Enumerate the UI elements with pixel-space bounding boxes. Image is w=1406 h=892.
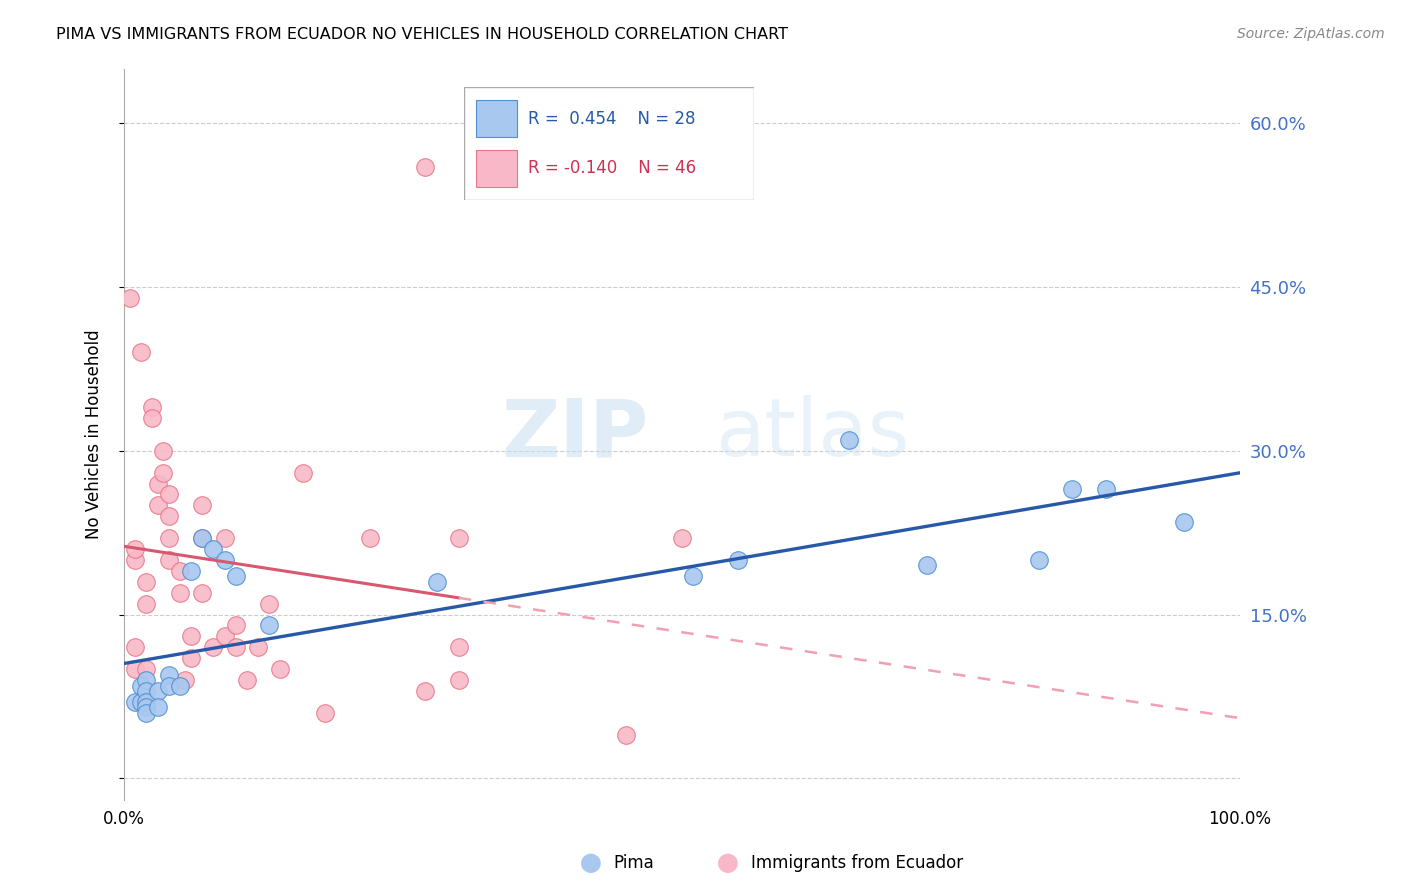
Point bbox=[124, 662, 146, 676]
Point bbox=[141, 400, 163, 414]
Point bbox=[727, 553, 749, 567]
Point bbox=[236, 673, 259, 687]
Point bbox=[146, 700, 169, 714]
Point bbox=[135, 574, 157, 589]
Point bbox=[614, 728, 637, 742]
Point bbox=[152, 443, 174, 458]
Point bbox=[180, 629, 202, 643]
Text: ⬤: ⬤ bbox=[717, 854, 740, 873]
Point bbox=[671, 531, 693, 545]
Point bbox=[152, 466, 174, 480]
Point bbox=[129, 695, 152, 709]
Point bbox=[838, 433, 860, 447]
Point bbox=[129, 345, 152, 359]
Point bbox=[135, 597, 157, 611]
Point bbox=[425, 574, 447, 589]
Point bbox=[214, 531, 236, 545]
Point bbox=[191, 585, 214, 599]
Point bbox=[257, 597, 280, 611]
Point bbox=[157, 679, 180, 693]
Point bbox=[415, 684, 437, 698]
Point bbox=[1028, 553, 1050, 567]
Text: Pima: Pima bbox=[613, 855, 654, 872]
Point bbox=[141, 411, 163, 425]
Point bbox=[447, 531, 470, 545]
Text: atlas: atlas bbox=[716, 395, 910, 474]
Point bbox=[191, 531, 214, 545]
Point bbox=[257, 618, 280, 632]
Point bbox=[135, 706, 157, 720]
Point bbox=[157, 531, 180, 545]
Point bbox=[917, 558, 939, 573]
Point bbox=[682, 569, 704, 583]
Text: PIMA VS IMMIGRANTS FROM ECUADOR NO VEHICLES IN HOUSEHOLD CORRELATION CHART: PIMA VS IMMIGRANTS FROM ECUADOR NO VEHIC… bbox=[56, 27, 789, 42]
Point bbox=[129, 679, 152, 693]
Point bbox=[169, 679, 191, 693]
Point bbox=[269, 662, 291, 676]
Point bbox=[225, 640, 247, 655]
Point bbox=[135, 673, 157, 687]
Point bbox=[1173, 515, 1195, 529]
Point bbox=[169, 585, 191, 599]
Point bbox=[146, 499, 169, 513]
Point bbox=[291, 466, 314, 480]
Point bbox=[146, 684, 169, 698]
Point bbox=[1062, 482, 1084, 496]
Point bbox=[214, 629, 236, 643]
Text: Source: ZipAtlas.com: Source: ZipAtlas.com bbox=[1237, 27, 1385, 41]
Point bbox=[314, 706, 336, 720]
Point bbox=[124, 640, 146, 655]
Text: ⬤: ⬤ bbox=[579, 854, 602, 873]
Point bbox=[157, 667, 180, 681]
Point bbox=[180, 564, 202, 578]
Point bbox=[169, 564, 191, 578]
Point bbox=[214, 553, 236, 567]
Point bbox=[124, 553, 146, 567]
Point bbox=[1095, 482, 1118, 496]
Point bbox=[157, 487, 180, 501]
Y-axis label: No Vehicles in Household: No Vehicles in Household bbox=[86, 329, 103, 539]
Point bbox=[202, 542, 225, 557]
Point bbox=[225, 618, 247, 632]
Point bbox=[202, 640, 225, 655]
Point bbox=[135, 695, 157, 709]
Point bbox=[135, 684, 157, 698]
Point bbox=[157, 553, 180, 567]
Point bbox=[135, 662, 157, 676]
Point bbox=[247, 640, 270, 655]
Point bbox=[191, 499, 214, 513]
Point bbox=[359, 531, 381, 545]
Point bbox=[157, 509, 180, 524]
Point bbox=[191, 531, 214, 545]
Text: Immigrants from Ecuador: Immigrants from Ecuador bbox=[751, 855, 963, 872]
Point bbox=[135, 700, 157, 714]
Point bbox=[447, 640, 470, 655]
Point bbox=[447, 673, 470, 687]
Point bbox=[124, 542, 146, 557]
Point bbox=[146, 476, 169, 491]
Point bbox=[225, 569, 247, 583]
Point bbox=[415, 160, 437, 174]
Point bbox=[124, 695, 146, 709]
Point bbox=[118, 291, 141, 305]
Text: ZIP: ZIP bbox=[502, 395, 648, 474]
Point bbox=[174, 673, 197, 687]
Point bbox=[180, 651, 202, 665]
